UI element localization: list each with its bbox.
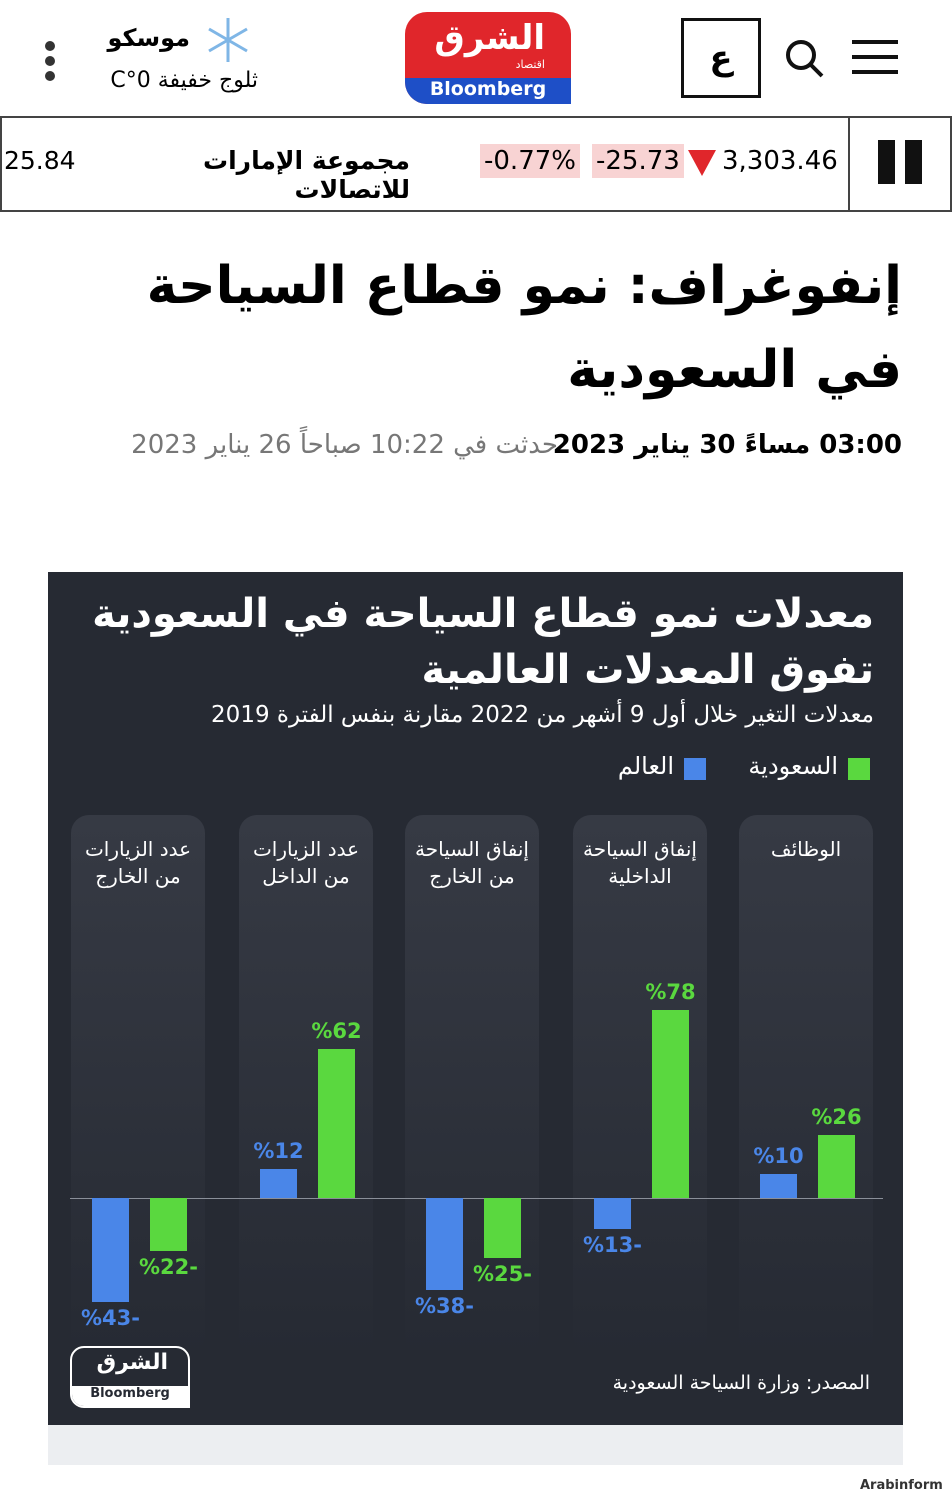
footer-logo-text: الشرق [96, 1350, 168, 1375]
bar [594, 1198, 631, 1230]
logo[interactable]: الشرق اقتصاد Bloomberg [405, 12, 571, 104]
legend-label: العالم [617, 752, 674, 780]
weather-desc: ثلوج خفيفة 0°C [110, 68, 258, 93]
category-label: إنفاق السياحة من الخارج [415, 837, 529, 888]
pause-button[interactable] [878, 140, 924, 186]
value-label: %62 [311, 1018, 362, 1043]
bar [318, 1048, 355, 1198]
value-label: %38- [415, 1293, 474, 1318]
value-label: %22- [139, 1255, 198, 1280]
more-button[interactable] [42, 40, 58, 82]
value-label: %13- [583, 1233, 642, 1258]
bar [260, 1169, 297, 1198]
index-change: -25.73 [592, 144, 684, 178]
index-change-pct: -0.77% [480, 144, 580, 178]
category-label: عدد الزيارات من الداخل [252, 837, 360, 888]
category-panel [739, 815, 873, 1355]
chart-subtitle: معدلات التغير خلال أول 9 أشهر من 2022 مق… [211, 702, 874, 728]
article-title: إنفوغراف: نمو قطاع السياحة في السعودية [146, 256, 902, 400]
category-label: إنفاق السياحة الداخلية [583, 837, 697, 888]
index-value: 3,303.46 [722, 146, 838, 176]
legend-label: السعودية [748, 752, 838, 780]
down-arrow [688, 150, 716, 176]
bar [818, 1135, 855, 1198]
logo-en: Bloomberg [429, 78, 547, 100]
bar [760, 1173, 797, 1198]
weather-city: موسكو [107, 24, 190, 52]
value-label: %26 [811, 1105, 862, 1130]
category-label: الوظائف [770, 837, 842, 861]
logo-text: الشرق [434, 18, 545, 58]
source: المصدر: وزارة السياحة السعودية [612, 1372, 870, 1394]
published-date: 03:00 مساءً 30 يناير 2023 [552, 430, 902, 460]
bar [484, 1198, 521, 1259]
logo-sub: اقتصاد [515, 58, 545, 71]
stock-value: 25.84 [4, 146, 76, 175]
value-label: %78 [645, 980, 696, 1005]
category-label: عدد الزيارات من الخارج [84, 837, 192, 888]
legend-swatch [848, 758, 870, 780]
value-label: %10 [753, 1143, 804, 1168]
watermark: Arabinform [860, 1478, 943, 1493]
footer-logo-en: Bloomberg [72, 1386, 188, 1406]
footer-logo: الشرق Bloomberg [70, 1346, 190, 1408]
bar [92, 1198, 129, 1302]
bar [150, 1198, 187, 1252]
language-button[interactable]: ع [681, 18, 761, 98]
value-label: %12 [253, 1139, 304, 1164]
updated-date: حدثت في 10:22 صباحاً 26 يناير 2023 [131, 430, 558, 460]
infographic: معدلات نمو قطاع السياحة في السعودية تفوق… [48, 572, 903, 1425]
search-button[interactable] [784, 38, 826, 80]
chart-title: معدلات نمو قطاع السياحة في السعودية تفوق… [92, 591, 874, 693]
bar [652, 1010, 689, 1198]
value-label: %43- [81, 1305, 140, 1330]
bar [426, 1198, 463, 1290]
menu-button[interactable] [852, 38, 900, 76]
zero-line [70, 1198, 883, 1199]
value-label: %25- [473, 1262, 532, 1287]
snow-icon [208, 18, 248, 62]
ticker [0, 116, 952, 212]
stock-name: مجموعة الإمارات للاتصالات [202, 146, 410, 204]
legend-swatch [684, 758, 706, 780]
